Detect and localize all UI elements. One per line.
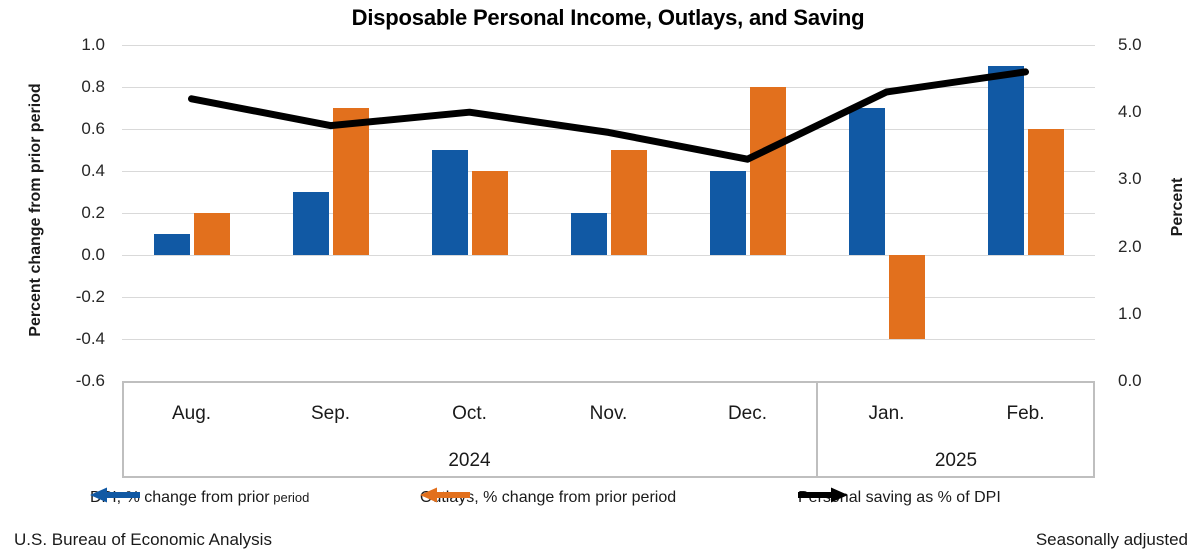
year-label: 2025 [934,450,978,471]
left-tick-label: -0.4 [75,329,105,348]
left-tick-label: 0.6 [81,119,105,138]
gridline [122,45,1095,46]
bar-dpi-jan [848,108,885,255]
gridline [122,297,1095,298]
left-arrow-icon [420,487,470,503]
left-arrow-icon [90,487,140,503]
left-tick-label: 0.8 [81,77,105,96]
month-label: Feb. [1006,403,1045,424]
gridline [122,87,1095,88]
bar-outlays-dec [749,87,786,255]
right-tick-label: 3.0 [1118,169,1142,189]
month-label: Oct. [452,403,487,424]
legend-label: Outlays, % change from prior period [420,489,677,506]
month-label: Jan. [868,403,905,424]
right-tick-label: 2.0 [1118,236,1142,256]
bar-dpi-sep [292,192,329,255]
gridline [122,171,1095,172]
bar-outlays-nov [610,150,647,255]
gridline [122,339,1095,340]
left-tick-label: -0.6 [75,371,105,390]
legend-item: DPI, % change from prior period [90,487,309,509]
bar-outlays-sep [332,108,369,255]
note-text: Seasonally adjusted [1035,530,1188,549]
right-tick-label: 4.0 [1118,102,1142,122]
chart-title: Disposable Personal Income, Outlays, and… [351,5,865,30]
bar-outlays-oct [471,171,508,255]
bar-dpi-feb [987,66,1024,255]
legend-label: Personal saving as % of DPI [798,489,1001,506]
left-tick-label: 0.0 [81,245,105,264]
legend-item: Outlays, % change from prior period [420,487,676,509]
right-tick-label: 1.0 [1118,303,1142,323]
bar-dpi-nov [570,213,607,255]
category-axis-box [122,381,1095,478]
saving-line [188,68,1029,163]
gridline [122,213,1095,214]
right-tick-label: 5.0 [1118,35,1142,54]
left-tick-label: 0.4 [81,161,105,180]
month-label: Aug. [171,403,212,424]
left-tick-label: -0.2 [75,287,105,306]
left-tick-label: 1.0 [81,35,105,54]
bar-dpi-dec [709,171,746,255]
bar-outlays-aug [193,213,230,255]
right-arrow-icon [798,487,848,503]
month-label: Sep. [310,403,351,424]
left-tick-label: 0.2 [81,203,105,222]
legend-item: Personal saving as % of DPI [798,487,1001,509]
month-label: Nov. [589,403,628,424]
bar-outlays-feb [1027,129,1064,255]
bar-dpi-oct [431,150,468,255]
year-label: 2024 [448,450,491,471]
bar-dpi-aug [153,234,190,255]
source-text: U.S. Bureau of Economic Analysis [14,530,272,549]
year-divider [816,381,818,478]
gridline [122,255,1095,256]
right-tick-label: 0.0 [1118,371,1142,390]
legend-label-small: period [269,490,310,505]
month-label: Dec. [727,403,768,424]
bar-outlays-jan [888,255,925,339]
